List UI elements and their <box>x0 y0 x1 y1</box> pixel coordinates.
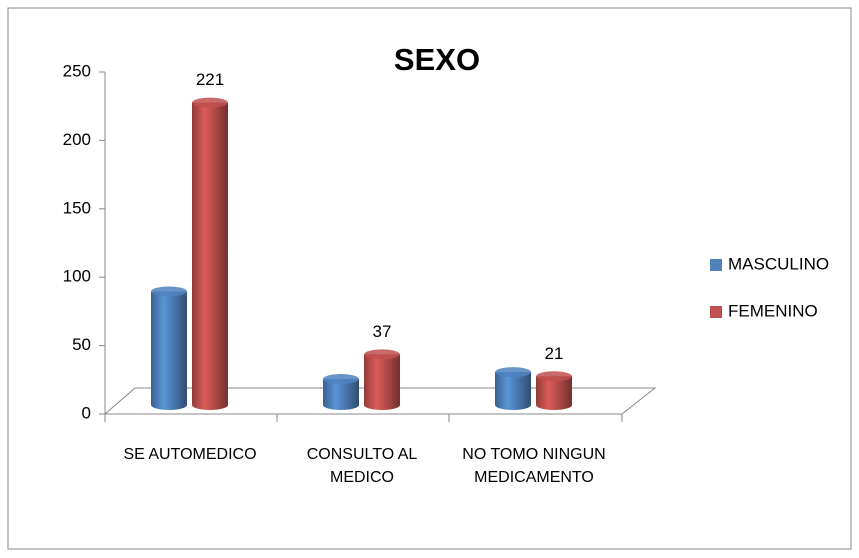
legend-swatch <box>710 259 722 271</box>
bar-top <box>151 286 187 297</box>
y-tick-label: 50 <box>72 335 91 354</box>
x-tick-label: NO TOMO NINGUN MEDICAMENTO <box>462 446 606 486</box>
x-tick-label: CONSULTO AL MEDICO <box>306 446 418 486</box>
y-tick-label: 250 <box>63 61 91 80</box>
bar-top <box>323 374 359 385</box>
bar-top <box>192 97 228 108</box>
bar-body <box>364 354 400 410</box>
chart-title: SEXO <box>394 42 480 77</box>
x-tick-label: SE AUTOMEDICO <box>123 446 257 463</box>
bar-body <box>495 372 531 410</box>
bar-body <box>536 376 572 410</box>
bar-top <box>536 371 572 382</box>
y-tick-label: 100 <box>63 267 91 286</box>
data-label: 221 <box>196 70 224 89</box>
bar <box>495 367 531 410</box>
legend-label: FEMENINO <box>728 301 818 320</box>
bar <box>364 349 400 410</box>
chart-border <box>7 7 852 550</box>
bar-body <box>323 379 359 410</box>
bar <box>151 286 187 410</box>
bar-top <box>495 367 531 378</box>
bar <box>536 371 572 410</box>
data-label: 21 <box>545 344 564 363</box>
y-tick-label: 200 <box>63 130 91 149</box>
legend-swatch <box>710 306 722 318</box>
bar-top <box>364 349 400 360</box>
bar <box>323 374 359 410</box>
y-tick-label: 0 <box>82 403 91 422</box>
y-tick-label: 150 <box>63 198 91 217</box>
bar-body <box>151 291 187 410</box>
legend-label: MASCULINO <box>728 254 829 273</box>
bar-body <box>192 102 228 410</box>
data-label: 37 <box>373 322 392 341</box>
bar <box>192 97 228 410</box>
